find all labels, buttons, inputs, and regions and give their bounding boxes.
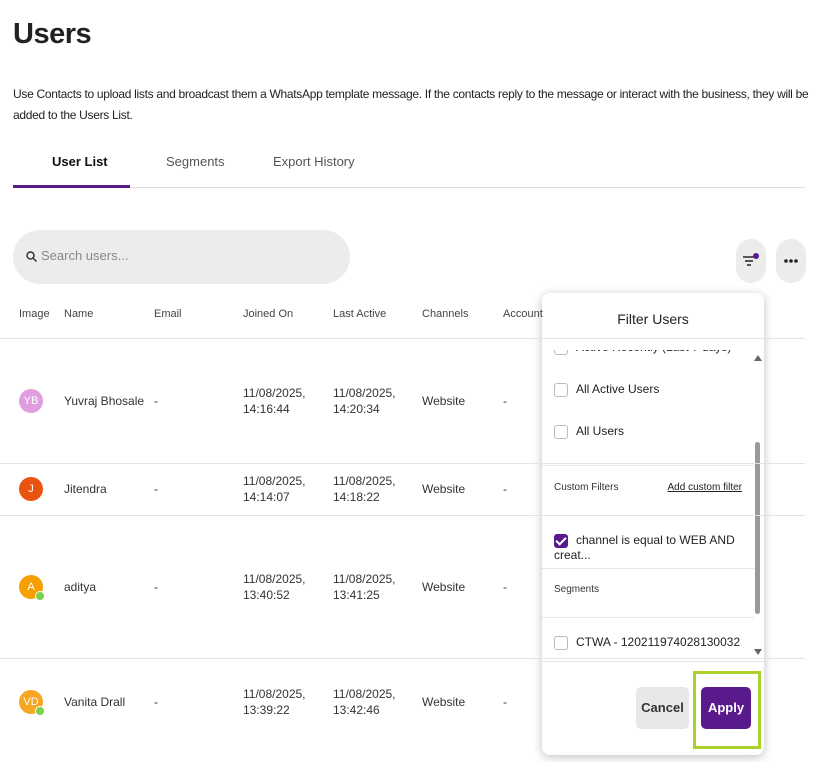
table-cell: Jitendra [64,482,107,496]
column-header: Joined On [243,308,294,320]
option-label: All Users [576,424,625,438]
filter-option[interactable]: Active Recently (Last 7 days) [554,350,731,355]
row-divider [0,515,805,516]
active-tab-indicator [13,185,130,188]
table-cell: aditya [64,579,97,594]
table-cell: 11/08/2025, 13:42:46 [333,686,396,717]
table-cell: - [503,393,507,408]
scroll-down [754,649,762,655]
section-label: Segments [554,584,600,595]
option-label: All Active Users [576,382,660,396]
description: Use Contacts to upload lists and broadca… [13,87,809,122]
table-cell: - [154,393,158,408]
table-cell: 11/08/2025, 14:18:22 [333,474,396,504]
option-label: Active Recently (Last 7 days) [576,350,731,354]
more-button[interactable] [776,239,806,283]
online-indicator [35,705,45,716]
checkbox[interactable] [554,533,568,548]
filter-list: Active Recently (Last 7 days) All Active … [542,350,754,660]
table-cell: 11/08/2025, 13:39:22 [243,686,306,717]
avatar: YB [19,388,43,413]
table-cell: Yuvraj Bhosale [64,393,145,408]
column-header: Channels [422,308,469,320]
search-icon [26,251,37,262]
table-cell: - [503,694,507,709]
avatar: J [19,477,43,501]
divider [542,617,754,618]
search-box[interactable]: Search users... [13,230,350,284]
table-cell: - [154,694,158,709]
scroll-thumb[interactable] [755,442,760,614]
table-cell: 11/08/2025, 13:40:52 [243,571,306,602]
table-cell: Website [422,482,466,496]
divider [542,568,754,569]
table-cell: Website [422,579,466,594]
divider [542,465,754,466]
page-title: Users [13,18,92,50]
column-header: Name [64,308,94,320]
row-divider [0,658,805,659]
cancel-button[interactable]: Cancel [636,687,689,729]
scrollbar[interactable] [753,350,764,660]
filter-button[interactable] [736,239,766,283]
online-indicator [35,590,45,601]
add-custom-filter-link[interactable]: Add custom filter [667,482,742,493]
table-cell: 11/08/2025, 14:14:07 [243,474,306,504]
table-cell: - [154,482,158,496]
custom-filter[interactable]: channel is equal to WEB AND creat... [554,533,754,562]
tab[interactable]: Segments [166,154,225,169]
avatar: A [19,574,43,599]
footer-divider [542,661,764,662]
highlight-box [693,671,761,749]
table-cell: - [503,579,507,594]
row-divider [0,463,805,464]
filter-option[interactable]: All Active Users [554,382,659,397]
scroll-up [754,355,762,361]
table-cell: Website [422,694,466,709]
filter-panel: Filter Users Active Recently (Last 7 day… [542,293,764,755]
column-header: Account [503,308,543,320]
more-icon [784,259,798,263]
filter-text: channel is equal to WEB AND creat... [554,533,735,562]
search-placeholder: Search users... [41,248,129,263]
table-cell: 11/08/2025, 13:41:25 [333,571,396,602]
segment-label: CTWA - 120211974028130032 [576,635,741,649]
checkbox[interactable] [554,382,568,397]
column-header: Email [154,308,182,320]
checkbox[interactable] [554,424,568,439]
table-cell: Website [422,393,466,408]
column-header: Last Active [333,308,387,320]
tab[interactable]: Export History [273,154,355,169]
filter-title: Filter Users [617,311,689,327]
filter-option[interactable]: All Users [554,424,624,439]
section-label: Custom Filters [554,482,619,493]
table-cell: 11/08/2025, 14:20:34 [333,385,396,416]
filter-icon [743,253,759,266]
column-header: Image [19,308,50,320]
apply-button[interactable]: Apply [701,687,751,729]
checkbox[interactable] [554,350,568,355]
tab[interactable]: User List [52,154,108,169]
segment-option[interactable]: CTWA - 120211974028130032 [554,635,740,650]
checkbox[interactable] [554,635,568,650]
row-divider [0,338,805,339]
table-cell: - [154,579,158,594]
tab-divider [13,187,805,188]
table-cell: - [503,482,507,496]
table-cell: Vanita Drall [64,694,126,709]
table-cell: 11/08/2025, 14:16:44 [243,385,306,416]
